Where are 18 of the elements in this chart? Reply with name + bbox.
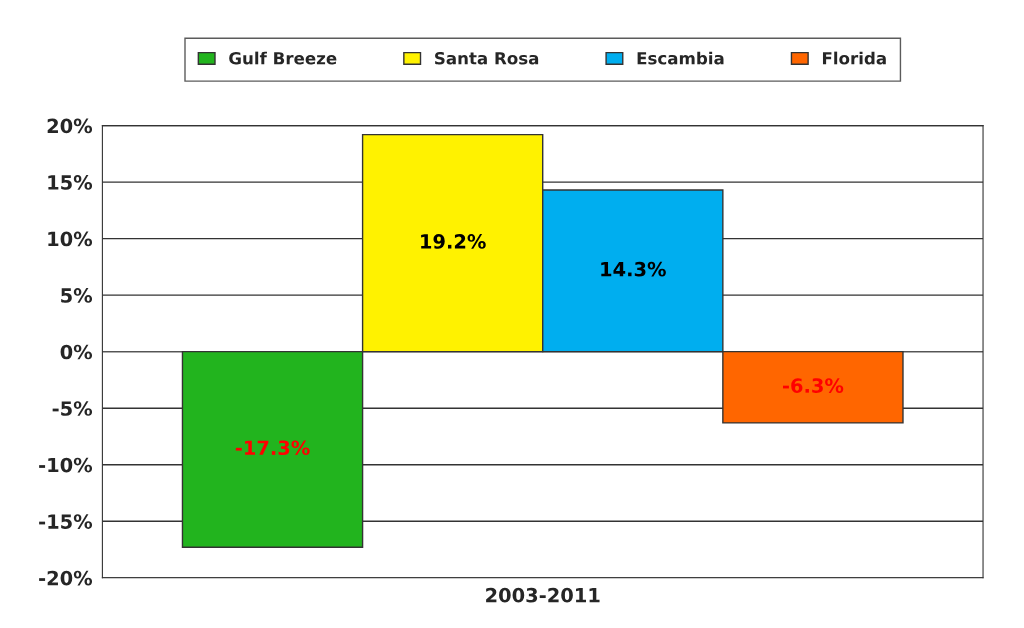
y-tick-label: -20%	[39, 570, 93, 586]
data-label: -6.3%	[782, 378, 844, 393]
y-tick-label: 0%	[60, 344, 93, 360]
y-tick-label: 10%	[48, 231, 93, 247]
y-tick-label: -5%	[52, 401, 93, 416]
data-label: -17.3%	[235, 440, 310, 456]
x-tick-label: 2003-2011	[486, 587, 600, 603]
y-tick-label: 5%	[61, 288, 93, 303]
y-tick-label: 20%	[47, 118, 93, 134]
data-label: 19.2%	[421, 234, 486, 249]
legend-label: Gulf Breeze	[229, 51, 337, 65]
y-tick-label: -15%	[39, 514, 93, 529]
data-label: 14.3%	[601, 261, 666, 277]
y-tick-label: -10%	[39, 457, 93, 473]
legend-label: Escambia	[637, 51, 724, 65]
legend-label: Florida	[822, 51, 886, 65]
legend-label: Santa Rosa	[435, 51, 539, 65]
y-tick-label: 15%	[48, 175, 93, 190]
